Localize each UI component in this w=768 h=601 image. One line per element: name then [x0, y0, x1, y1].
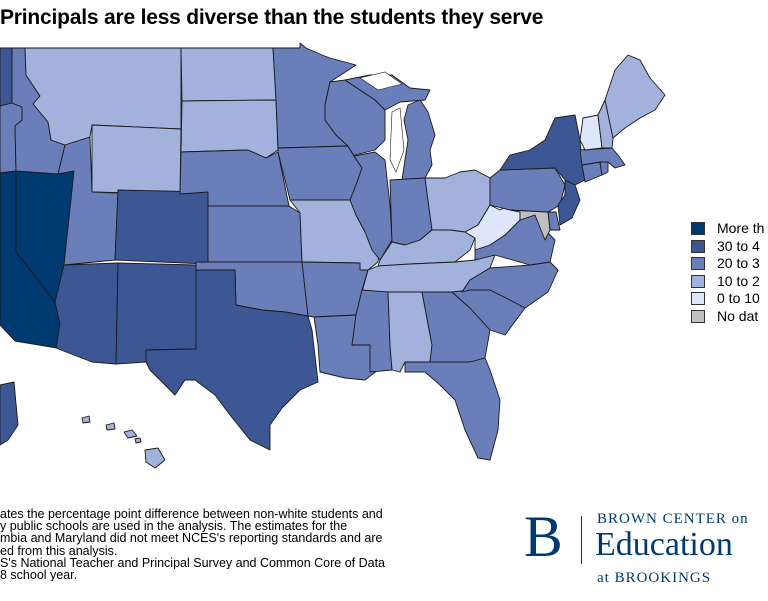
legend-item: 20 to 3 — [691, 255, 768, 273]
legend-item: 0 to 10 — [691, 290, 768, 308]
chart-title: Principals are less diverse than the stu… — [0, 6, 544, 29]
state-wy — [91, 124, 182, 195]
legend-item: More th — [691, 220, 768, 238]
legend-swatch — [691, 309, 705, 323]
state-vt — [579, 114, 603, 151]
state-nd — [180, 47, 277, 102]
lake-superior — [359, 71, 403, 91]
lake-michigan — [389, 107, 405, 173]
legend-item: 30 to 4 — [691, 238, 768, 256]
map-legend: More th 30 to 4 20 to 3 10 to 2 0 to 10 … — [691, 220, 768, 325]
state-hi-2 — [105, 422, 116, 431]
state-mt — [24, 47, 182, 146]
logo-divider — [581, 516, 582, 564]
legend-swatch — [691, 292, 705, 305]
state-wa — [0, 47, 13, 107]
state-sd — [180, 99, 279, 159]
state-nc — [461, 261, 559, 309]
logo-line-2: Education — [595, 526, 733, 563]
state-me — [604, 54, 666, 139]
state-ks — [207, 205, 303, 263]
state-tx — [145, 269, 319, 451]
note-line: mbia and Maryland did not meet NCES's re… — [0, 532, 383, 545]
state-mi — [401, 99, 436, 181]
state-il — [349, 151, 393, 261]
legend-swatch — [691, 239, 705, 253]
source-notes: ates the percentage point difference bet… — [0, 508, 470, 581]
legend-item: 10 to 2 — [691, 273, 768, 291]
state-de — [547, 211, 561, 231]
note-line: 8 school year. — [0, 568, 78, 582]
state-pa — [489, 167, 566, 213]
state-az — [54, 262, 119, 365]
legend-swatch — [691, 257, 705, 270]
state-co — [114, 189, 209, 265]
state-ak — [0, 381, 19, 446]
legend-swatch — [691, 222, 705, 235]
us-choropleth-map — [0, 42, 666, 469]
note-line: S's National Teacher and Principal Surve… — [0, 556, 385, 569]
state-hi-1 — [81, 415, 91, 424]
legend-item: No dat — [691, 308, 768, 326]
state-nj — [557, 179, 581, 226]
note-line: ed from this analysis. — [0, 544, 118, 557]
legend-label: 10 to 2 — [717, 272, 760, 289]
brookings-logo: B BROWN CENTER on Education at BROOKINGS — [524, 504, 768, 598]
legend-label: More th — [717, 220, 765, 236]
logo-mark: B — [524, 504, 563, 569]
state-nh — [597, 99, 614, 149]
legend-label: No dat — [717, 307, 759, 324]
state-hi-5 — [144, 447, 166, 469]
logo-line-3: at BROOKINGS — [597, 570, 712, 586]
logo-line-1: BROWN CENTER on — [597, 511, 749, 527]
state-hi-3 — [123, 429, 138, 439]
legend-label: 30 to 4 — [717, 237, 760, 254]
legend-label: 0 to 10 — [717, 290, 760, 306]
legend-swatch — [691, 274, 705, 288]
state-ia — [277, 145, 363, 201]
legend-label: 20 to 3 — [717, 255, 760, 271]
note-line: ates the percentage point difference bet… — [0, 508, 383, 521]
state-ct — [581, 161, 603, 183]
state-hi-4 — [134, 437, 142, 444]
note-line: y public schools are used in the analysi… — [0, 520, 348, 533]
state-fl — [404, 357, 501, 461]
state-ma — [579, 147, 626, 169]
